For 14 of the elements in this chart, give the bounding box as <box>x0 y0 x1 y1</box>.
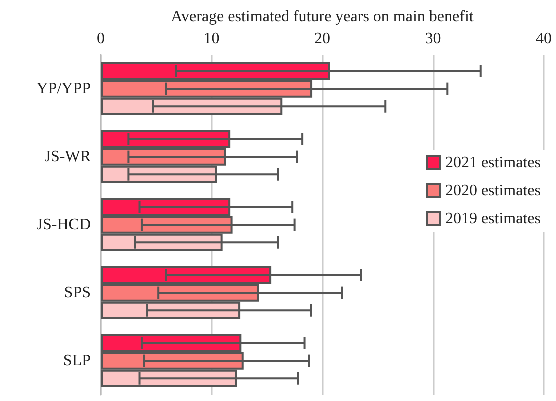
y-tick-label: SLP <box>63 352 92 370</box>
x-tick-label: 0 <box>97 30 105 48</box>
legend-label: 2021 estimates <box>445 154 542 172</box>
x-tick-label: 10 <box>204 30 220 48</box>
legend-label: 2020 estimates <box>445 182 542 200</box>
y-tick-label: JS-HCD <box>36 216 91 234</box>
x-tick-label: 30 <box>425 30 442 48</box>
x-axis-title: Average estimated future years on main benefit <box>171 8 474 26</box>
legend-label: 2019 estimates <box>445 210 542 228</box>
x-tick-label: 20 <box>314 30 330 48</box>
x-tick-label: 40 <box>536 30 552 48</box>
y-tick-label: JS-WR <box>44 148 92 166</box>
y-tick-label: SPS <box>64 284 91 302</box>
y-tick-label: YP/YPP <box>36 80 92 98</box>
